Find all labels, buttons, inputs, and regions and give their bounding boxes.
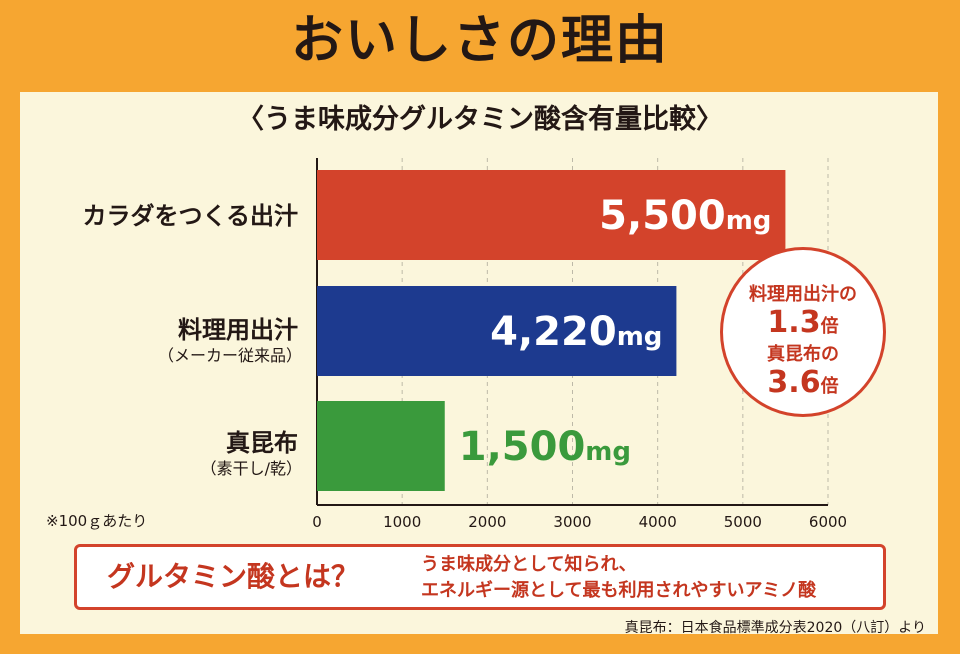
bar [317,401,445,491]
x-tick-label: 0 [312,513,322,531]
x-tick-label: 4000 [639,513,677,531]
definition-text: うま味成分として知られ、 エネルギー源として最も利用されやすいアミノ酸 [421,552,816,604]
category-label-ryori: 料理用出汁 （メーカー従来品） [158,315,302,367]
x-tick-label: 2000 [468,513,506,531]
source-citation: 真昆布：日本食品標準成分表2020（八訂）より [624,620,926,636]
page-title: おいしさの理由 [290,11,669,71]
callout-value-2: 3.6 [767,365,821,400]
x-tick-label: 5000 [724,513,762,531]
data-label: 5,500mg [599,193,771,239]
comparison-callout: 料理用出汁の 1.3倍 真昆布の 3.6倍 [720,247,886,417]
callout-line-1: 料理用出汁の [749,284,857,305]
callout-unit-2: 倍 [820,376,839,397]
category-subtext: （素干し/乾） [200,459,302,478]
x-tick-label: 1000 [383,513,421,531]
chart-subtitle: 〈うま味成分グルタミン酸含有量比較〉 [237,104,723,135]
definition-title: グルタミン酸とは？ [107,560,360,593]
data-label: 1,500mg [459,424,631,470]
category-label-dashi: カラダをつくる出汁 [82,201,298,231]
category-subtext: （メーカー従来品） [157,346,302,365]
unit-note: ※100ｇあたり [46,512,148,530]
category-name: カラダをつくる出汁 [82,202,298,230]
bar [317,170,786,260]
definition-line-2: エネルギー源として最も利用されやすいアミノ酸 [421,580,817,601]
x-tick-label: 3000 [553,513,591,531]
callout-ratio-2: 3.6倍 [723,366,883,404]
callout-line-2: 真昆布の [767,344,839,365]
bar [317,286,677,376]
category-name: 料理用出汁 [178,316,298,344]
x-tick-label: 6000 [809,513,847,531]
category-name: 真昆布 [226,429,298,457]
callout-unit-1: 倍 [820,316,839,337]
callout-ratio-1: 1.3倍 [723,306,883,344]
callout-value-1: 1.3 [767,305,821,340]
definition-box: グルタミン酸とは？ うま味成分として知られ、 エネルギー源として最も利用されやす… [74,544,886,610]
category-label-kombu: 真昆布 （素干し/乾） [201,428,302,480]
definition-line-1: うま味成分として知られ、 [421,554,637,575]
data-label: 4,220mg [490,309,662,355]
